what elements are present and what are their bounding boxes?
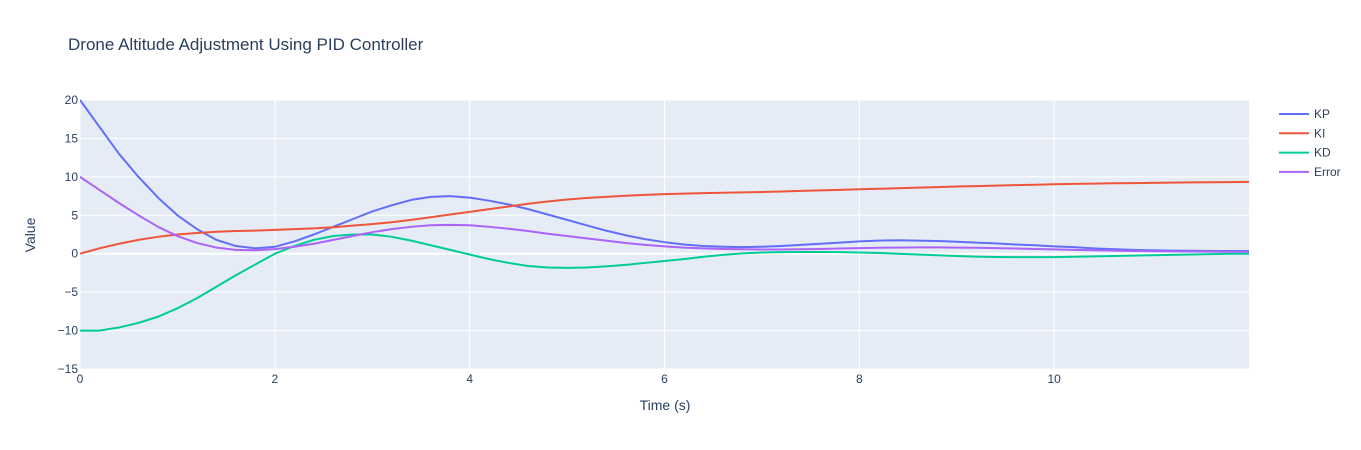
y-tick-label: −15 (58, 362, 79, 376)
x-tick-label: 4 (466, 372, 473, 386)
x-tick-label: 0 (77, 372, 84, 386)
y-tick-label: −10 (58, 324, 79, 338)
y-axis-title: Value (22, 217, 38, 252)
grid (79, 99, 1249, 370)
legend-label: Error (1314, 165, 1341, 179)
series-line-ki[interactable] (80, 180, 1249, 255)
legend-item-kd[interactable]: KD (1279, 146, 1331, 160)
legend-item-ki[interactable]: KI (1279, 126, 1325, 140)
x-tick-label: 10 (1047, 372, 1061, 386)
chart-title: Drone Altitude Adjustment Using PID Cont… (68, 35, 424, 54)
legend-item-error[interactable]: Error (1279, 165, 1341, 179)
y-tick-label: 10 (65, 170, 79, 184)
x-tick-label: 6 (661, 372, 668, 386)
tick-labels: 0 2 4 6 8 10 −15 −10 −5 0 5 10 15 20 (58, 93, 1062, 386)
legend-label: KI (1314, 126, 1325, 140)
legend: KP KI KD Error (1279, 107, 1341, 179)
legend-item-kp[interactable]: KP (1279, 107, 1330, 121)
series-layer (80, 99, 1249, 332)
y-tick-label: 15 (65, 131, 79, 145)
series-line-kp[interactable] (80, 99, 1249, 253)
x-tick-label: 8 (856, 372, 863, 386)
series-line-error[interactable] (80, 176, 1249, 253)
legend-label: KP (1314, 107, 1330, 121)
y-tick-label: 20 (65, 93, 79, 107)
x-tick-label: 2 (271, 372, 278, 386)
y-tick-label: 0 (71, 247, 78, 261)
x-axis-title: Time (s) (640, 397, 691, 413)
y-tick-label: 5 (71, 208, 78, 222)
series-line-kd[interactable] (80, 233, 1249, 332)
legend-label: KD (1314, 146, 1331, 160)
y-tick-label: −5 (64, 285, 78, 299)
